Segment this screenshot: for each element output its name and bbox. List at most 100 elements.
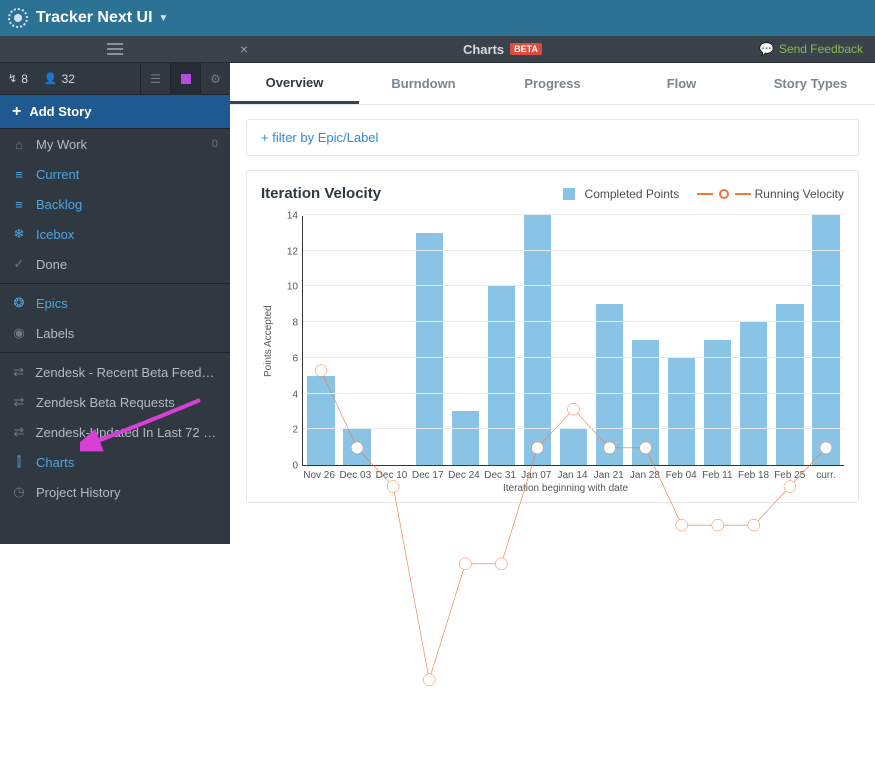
y-tick: 8 — [292, 318, 298, 329]
members-icon: 👤 — [44, 72, 58, 85]
sidebar-item-icebox[interactable]: ❄Icebox — [0, 219, 230, 249]
sidebar-item-icon: ≡ — [12, 167, 26, 182]
sidebar-item-count: 0 — [212, 138, 218, 150]
sidebar-item-charts[interactable]: ⫿ Charts — [0, 447, 230, 477]
sidebar-item-icon: ⇄ — [12, 424, 26, 440]
sidebar-item-project-history[interactable]: ◷ Project History — [0, 477, 230, 507]
y-tick: 6 — [292, 353, 298, 364]
sidebar-item-label: Current — [36, 167, 79, 182]
hamburger-icon — [107, 48, 123, 50]
sidebar-item-label: Backlog — [36, 197, 82, 212]
beta-badge: BETA — [510, 43, 542, 55]
filter-by-epic-label[interactable]: + filter by Epic/Label — [246, 119, 859, 156]
bar[interactable] — [488, 286, 515, 465]
tab-flow[interactable]: Flow — [617, 63, 746, 104]
grid-line — [303, 393, 844, 394]
y-axis-label: Points Accepted — [261, 216, 276, 466]
x-tick: Dec 31 — [482, 466, 518, 481]
bar[interactable] — [776, 304, 803, 465]
bar[interactable] — [596, 304, 623, 465]
sidebar-item-label: Zendesk Beta Requests — [36, 395, 175, 410]
sidebar-item-label: My Work — [36, 137, 87, 152]
sidebar-item-icon: ✓ — [12, 256, 26, 272]
app-title[interactable]: Tracker Next UI — [36, 9, 153, 27]
add-story-button[interactable]: + Add Story — [0, 95, 230, 129]
sidebar-item-label: Zendesk - Recent Beta Feedback — [35, 365, 218, 380]
feedback-label: Send Feedback — [779, 42, 863, 56]
sidebar-item-icon: ◷ — [12, 484, 26, 500]
bar[interactable] — [740, 322, 767, 465]
sidebar-collapse-button[interactable] — [0, 36, 230, 63]
members-stat[interactable]: 👤 32 — [36, 72, 83, 86]
y-tick: 14 — [287, 211, 298, 222]
sidebar-item-zendesk-recent-beta-feedback[interactable]: ⇄Zendesk - Recent Beta Feedback — [0, 357, 230, 387]
x-tick: Jan 21 — [591, 466, 627, 481]
bar[interactable] — [560, 429, 587, 465]
bar[interactable] — [668, 358, 695, 465]
y-tick: 12 — [287, 246, 298, 257]
legend-line-segment — [735, 193, 751, 195]
tab-burndown[interactable]: Burndown — [359, 63, 488, 104]
sidebar-item-labels[interactable]: ◉ Labels — [0, 318, 230, 348]
members-value: 32 — [62, 72, 75, 86]
bar[interactable] — [632, 340, 659, 465]
grid-line — [303, 428, 844, 429]
sidebar-item-backlog[interactable]: ≡Backlog — [0, 189, 230, 219]
sidebar-item-label: Zendesk-Updated In Last 72 H... — [36, 425, 218, 440]
velocity-stat[interactable]: ↯ 8 — [0, 72, 36, 86]
x-tick: Feb 18 — [735, 466, 771, 481]
chart-title: Iteration Velocity — [261, 185, 381, 202]
sidebar-item-zendesk-updated-in-last-72-h[interactable]: ⇄ Zendesk-Updated In Last 72 H... — [0, 417, 230, 447]
chart-plot-area — [302, 216, 844, 466]
x-tick: Dec 03 — [337, 466, 373, 481]
tab-overview[interactable]: Overview — [230, 63, 359, 104]
sidebar-item-label: Labels — [36, 326, 74, 341]
settings-button[interactable]: ⚙ — [200, 63, 230, 95]
tab-progress[interactable]: Progress — [488, 63, 617, 104]
x-tick: Feb 25 — [772, 466, 808, 481]
bar[interactable] — [416, 233, 443, 465]
sidebar-item-label: Project History — [36, 485, 121, 500]
sidebar-item-label: Charts — [36, 455, 74, 470]
grid-line — [303, 321, 844, 322]
sidebar-item-zendesk-beta-requests[interactable]: ⇄ Zendesk Beta Requests — [0, 387, 230, 417]
panel-toggle-button[interactable] — [170, 63, 200, 95]
grid-line — [303, 357, 844, 358]
sidebar-item-icon: ❄ — [12, 226, 26, 242]
bar[interactable] — [452, 411, 479, 465]
x-tick: Nov 26 — [301, 466, 337, 481]
grid-line — [303, 250, 844, 251]
sidebar-item-icon: ⫿ — [12, 454, 26, 470]
sidebar-item-epics[interactable]: ❂Epics — [0, 288, 230, 318]
x-tick: Jan 28 — [627, 466, 663, 481]
sidebar-item-icon: ❂ — [12, 295, 26, 311]
sidebar-item-done[interactable]: ✓ Done — [0, 249, 230, 279]
sidebar-item-icon: ◉ — [12, 325, 26, 341]
add-story-label: Add Story — [29, 104, 91, 119]
grid-line — [303, 214, 844, 215]
bar[interactable] — [704, 340, 731, 465]
legend-bar: Completed Points — [563, 187, 679, 201]
sidebar-item-label: Done — [36, 257, 67, 272]
y-tick: 0 — [292, 461, 298, 472]
legend-line-segment — [697, 193, 713, 195]
app-caret-icon[interactable]: ▼ — [159, 13, 169, 24]
sidebar-item-icon: ⇄ — [12, 394, 26, 410]
legend-bar-swatch — [563, 188, 575, 200]
x-tick: Feb 11 — [699, 466, 735, 481]
x-tick: Jan 07 — [518, 466, 554, 481]
bar[interactable] — [343, 429, 370, 465]
bar[interactable] — [307, 376, 334, 465]
tab-story-types[interactable]: Story Types — [746, 63, 875, 104]
filter-label: + filter by Epic/Label — [261, 130, 378, 145]
legend-line-marker — [719, 189, 729, 199]
panel-icon — [181, 74, 191, 84]
send-feedback-button[interactable]: 💬 Send Feedback — [747, 42, 875, 56]
list-toggle-button[interactable]: ☰ — [140, 63, 170, 95]
x-tick: curr. — [808, 466, 844, 481]
legend-bar-label: Completed Points — [585, 187, 680, 201]
sidebar-item-current[interactable]: ≡ Current — [0, 159, 230, 189]
sidebar-item-my-work[interactable]: ⌂My Work0 — [0, 129, 230, 159]
legend-line: Running Velocity — [697, 187, 844, 201]
panel-close-button[interactable]: × — [230, 41, 258, 57]
